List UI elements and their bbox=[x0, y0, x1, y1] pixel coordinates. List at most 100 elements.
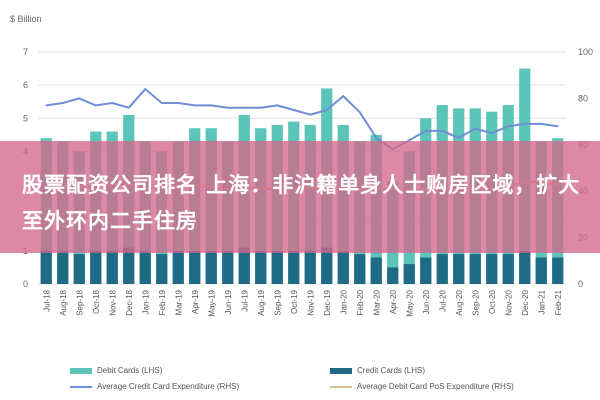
point-avg-credit bbox=[292, 109, 295, 111]
overlay-text: 股票配资公司排名 上海：非沪籍单身人士购房区域，扩大至外环内二手住房 bbox=[22, 173, 581, 233]
bar-credit bbox=[156, 254, 168, 284]
bar-credit bbox=[57, 250, 69, 284]
x-tick-label: Jan-21 bbox=[537, 289, 546, 314]
legend-swatch-avg-credit bbox=[70, 385, 92, 388]
x-axis-ticks: Jul-18 Aug-18 Sep-18 Oct-18 Nov-18 Dec-18 Jan-… bbox=[42, 289, 563, 316]
bar-credit bbox=[321, 247, 333, 284]
bar-credit bbox=[552, 257, 564, 284]
bar-credit bbox=[420, 257, 432, 284]
point-avg-credit bbox=[111, 102, 114, 104]
bar-credit bbox=[403, 264, 415, 284]
x-tick-label: Feb-20 bbox=[356, 289, 365, 315]
bar-credit bbox=[73, 254, 85, 284]
bar-credit bbox=[469, 254, 481, 284]
bar-credit bbox=[486, 254, 498, 284]
x-tick-label: Oct-20 bbox=[488, 289, 497, 314]
bar-credit bbox=[189, 250, 201, 284]
bar-credit bbox=[370, 257, 382, 284]
point-avg-credit bbox=[325, 109, 328, 111]
point-avg-credit bbox=[160, 102, 163, 104]
bar-credit bbox=[40, 250, 52, 284]
bar-credit bbox=[304, 250, 316, 284]
point-avg-credit bbox=[507, 125, 510, 128]
point-avg-credit bbox=[540, 123, 543, 125]
x-tick-label: Jul-19 bbox=[240, 289, 249, 311]
point-avg-credit bbox=[61, 102, 64, 104]
x-tick-label: Dec-18 bbox=[125, 289, 134, 315]
bar-credit bbox=[436, 254, 448, 284]
point-avg-credit bbox=[127, 106, 130, 109]
legend: Debit Cards (LHS) Credit Cards (LHS) Ave… bbox=[0, 360, 600, 400]
point-avg-credit bbox=[226, 106, 229, 109]
bar-credit bbox=[519, 250, 531, 284]
point-avg-credit bbox=[490, 132, 493, 135]
bar-credit bbox=[238, 247, 250, 284]
bar-credit bbox=[288, 250, 300, 284]
bar-credit bbox=[106, 250, 118, 284]
point-avg-credit bbox=[193, 104, 196, 107]
x-tick-label: Oct-18 bbox=[92, 289, 101, 314]
point-avg-credit bbox=[259, 106, 262, 109]
point-avg-credit bbox=[408, 139, 411, 142]
bar-credit bbox=[90, 250, 102, 284]
x-tick-label: May-19 bbox=[207, 289, 216, 316]
x-tick-label: Jan-20 bbox=[339, 289, 348, 314]
y-tick-label: 5 bbox=[23, 113, 28, 123]
overlay-banner bbox=[0, 141, 600, 253]
point-avg-credit bbox=[94, 104, 97, 107]
x-tick-label: Aug-19 bbox=[257, 289, 266, 315]
y2-tick-label: 100 bbox=[578, 47, 593, 57]
x-tick-label: Nov-18 bbox=[108, 289, 117, 315]
point-avg-credit bbox=[474, 127, 477, 130]
bar-credit bbox=[354, 254, 366, 284]
point-avg-credit bbox=[424, 129, 427, 132]
bar-credit bbox=[453, 254, 465, 284]
x-tick-label: Feb-21 bbox=[554, 289, 563, 315]
x-tick-label: Aug-18 bbox=[59, 289, 68, 315]
y-tick-label: 6 bbox=[23, 80, 28, 90]
bar-credit bbox=[337, 250, 349, 284]
point-avg-credit bbox=[243, 106, 246, 109]
legend-item-avg-debit: Average Debit Card PoS Expenditure (RHS) bbox=[330, 382, 514, 391]
bar-credit bbox=[502, 254, 514, 284]
y-tick-label: 0 bbox=[23, 279, 28, 289]
point-avg-credit bbox=[309, 113, 312, 116]
bar-credit bbox=[205, 250, 217, 284]
point-avg-credit bbox=[358, 111, 361, 114]
x-tick-label: Nov-19 bbox=[306, 289, 315, 315]
x-tick-label: Dec-20 bbox=[521, 289, 530, 315]
point-avg-credit bbox=[276, 104, 279, 107]
x-tick-label: Jul-20 bbox=[438, 289, 447, 311]
legend-swatch-avg-debit bbox=[330, 385, 352, 388]
legend-label-credit: Credit Cards (LHS) bbox=[357, 366, 426, 375]
legend-label-debit: Debit Cards (LHS) bbox=[97, 366, 163, 375]
bar-credit bbox=[271, 250, 283, 284]
x-tick-label: Jun-19 bbox=[224, 289, 233, 314]
bar-credit bbox=[139, 250, 151, 284]
line-avg-credit bbox=[46, 88, 558, 151]
bar-credit bbox=[222, 250, 234, 284]
point-avg-credit bbox=[556, 125, 559, 128]
y-axis-label: $ Billion bbox=[10, 14, 42, 24]
point-avg-credit bbox=[457, 136, 460, 139]
point-avg-credit bbox=[78, 97, 81, 100]
x-tick-label: Sep-18 bbox=[75, 289, 84, 315]
legend-label-avg-debit: Average Debit Card PoS Expenditure (RHS) bbox=[357, 382, 514, 391]
x-tick-label: Aug-20 bbox=[455, 289, 464, 315]
x-tick-label: Sep-19 bbox=[273, 289, 282, 315]
bar-credit bbox=[255, 250, 267, 284]
x-tick-label: Dec-19 bbox=[323, 289, 332, 315]
x-tick-label: Apr-19 bbox=[191, 289, 200, 314]
x-tick-label: Mar-20 bbox=[372, 289, 381, 315]
x-tick-label: Oct-19 bbox=[290, 289, 299, 314]
legend-item-credit: Credit Cards (LHS) bbox=[330, 366, 425, 375]
point-avg-credit bbox=[45, 104, 48, 107]
x-tick-label: Feb-19 bbox=[158, 289, 167, 315]
y-tick-label: 7 bbox=[23, 47, 28, 57]
point-avg-credit bbox=[375, 136, 378, 139]
x-tick-label: Jul-18 bbox=[42, 289, 51, 311]
x-tick-label: Mar-19 bbox=[174, 289, 183, 315]
x-tick-label: Jun-20 bbox=[422, 289, 431, 314]
legend-item-avg-credit: Average Credit Card Expenditure (RHS) bbox=[70, 382, 239, 391]
bar-credit bbox=[535, 257, 547, 284]
